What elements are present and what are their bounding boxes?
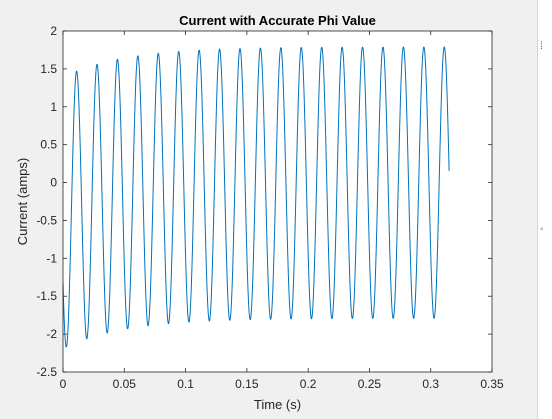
y-tick-label: 0.5 (40, 138, 57, 152)
x-tick-label: 0.35 (480, 377, 504, 391)
side-glyph-icon: ⁞ (540, 41, 543, 52)
y-tick-label: 0 (50, 176, 57, 190)
y-tick-label: -2 (46, 327, 57, 341)
x-tick-label: 0.2 (300, 377, 317, 391)
axes-box (62, 30, 493, 373)
x-axis-label: Time (s) (254, 397, 301, 412)
y-axis: -2.5 -2 -1.5 -1 -0.5 0 0.5 1 1.5 2 (36, 24, 492, 379)
y-tick-label: 2 (50, 24, 57, 38)
x-tick-label: 0.15 (235, 377, 259, 391)
y-tick-label: 1 (50, 100, 57, 114)
x-tick-label: 0.1 (177, 377, 194, 391)
y-tick-label: -1.5 (36, 289, 57, 303)
y-tick-label: -2.5 (36, 365, 57, 379)
y-tick-label: -1 (46, 251, 57, 265)
series-line-current (62, 46, 450, 348)
x-tick-label: 0.3 (422, 377, 439, 391)
x-axis: 0 0.05 0.1 0.15 0.2 0.25 0.3 0.35 (60, 31, 504, 391)
chart-title: Current with Accurate Phi Value (179, 13, 376, 28)
y-tick-label: 1.5 (40, 62, 57, 76)
side-panel: ⁞ ◦ (537, 0, 552, 419)
axes-background (63, 31, 492, 372)
x-tick-label: 0.25 (358, 377, 382, 391)
x-tick-label: 0 (60, 377, 67, 391)
x-tick-label: 0.05 (113, 377, 137, 391)
side-glyph-icon: ◦ (540, 224, 544, 235)
y-tick-label: -0.5 (36, 213, 57, 227)
y-axis-label: Current (amps) (15, 158, 30, 245)
